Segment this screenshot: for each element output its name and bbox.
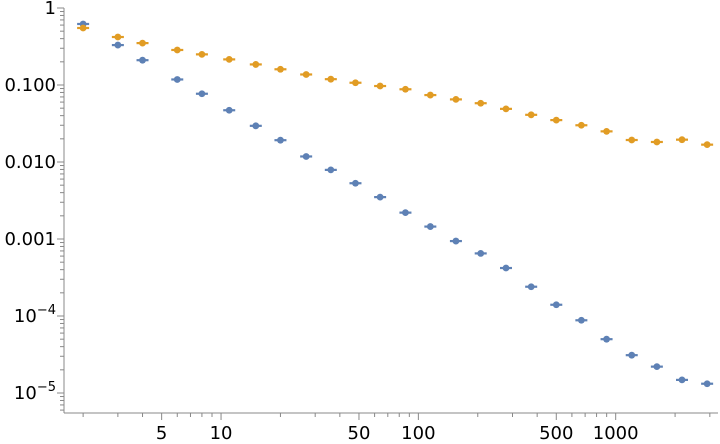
- tick-labels: 5 10 50 100 500 1000 1 0.100 0.010 0.001 10−4 10−5: [4, 0, 638, 444]
- data-point: [477, 99, 485, 107]
- data-point: [139, 56, 146, 64]
- data-point: [703, 141, 711, 149]
- data-point: [552, 116, 560, 124]
- data-point: [678, 376, 686, 384]
- data-point: [352, 179, 359, 187]
- data-point: [577, 121, 585, 129]
- data-point: [225, 106, 233, 114]
- y-tick-label: 10−5: [14, 380, 56, 404]
- data-point: [352, 79, 359, 87]
- data-point: [577, 316, 585, 324]
- data-point: [173, 46, 181, 54]
- data-point: [527, 283, 535, 291]
- data-point: [173, 76, 181, 83]
- data-point: [502, 105, 510, 113]
- data-point: [678, 136, 686, 144]
- x-tick-label: 50: [348, 423, 371, 444]
- data-point: [277, 65, 284, 73]
- series-2: [77, 24, 714, 149]
- data-point: [628, 351, 636, 359]
- data-point: [277, 136, 284, 144]
- data-point: [527, 111, 535, 119]
- data-point: [139, 39, 146, 47]
- data-point: [653, 363, 661, 371]
- data-point: [302, 71, 310, 78]
- x-tick-label: 100: [401, 423, 435, 444]
- y-tick-label: 0.010: [4, 152, 56, 173]
- data-point: [225, 56, 233, 63]
- x-tick-label: 10: [210, 423, 233, 444]
- data-point: [426, 223, 434, 230]
- axis-ticks: [57, 7, 711, 420]
- data-point: [603, 335, 610, 343]
- axes: [63, 8, 718, 414]
- data-point: [114, 33, 122, 41]
- y-tick-label: 10−4: [14, 303, 56, 327]
- data-point: [452, 96, 460, 103]
- data-point: [402, 85, 409, 93]
- data-point: [376, 82, 384, 90]
- data-point: [628, 136, 636, 144]
- x-tick-label: 500: [539, 423, 573, 444]
- data-point: [703, 380, 711, 388]
- data-point: [79, 24, 87, 32]
- data-point: [452, 237, 460, 245]
- data-point: [402, 209, 409, 217]
- data-series: [77, 20, 714, 388]
- data-point: [327, 75, 335, 83]
- y-tick-label: 0.100: [4, 75, 56, 96]
- series-1: [77, 20, 714, 388]
- data-point: [198, 50, 206, 58]
- y-tick-label: 1: [45, 0, 56, 19]
- data-point: [552, 301, 560, 309]
- data-point: [198, 90, 206, 98]
- data-point: [327, 166, 335, 174]
- data-point: [502, 264, 510, 272]
- data-point: [252, 122, 260, 130]
- data-point: [376, 193, 384, 201]
- x-tick-label: 1000: [593, 423, 639, 444]
- y-tick-label: 0.001: [4, 229, 56, 250]
- data-point: [426, 91, 434, 99]
- data-point: [603, 127, 610, 135]
- x-tick-label: 5: [156, 423, 167, 444]
- data-point: [653, 138, 661, 146]
- data-point: [252, 61, 260, 68]
- data-point: [302, 153, 310, 160]
- data-point: [114, 41, 122, 49]
- data-point: [477, 250, 485, 257]
